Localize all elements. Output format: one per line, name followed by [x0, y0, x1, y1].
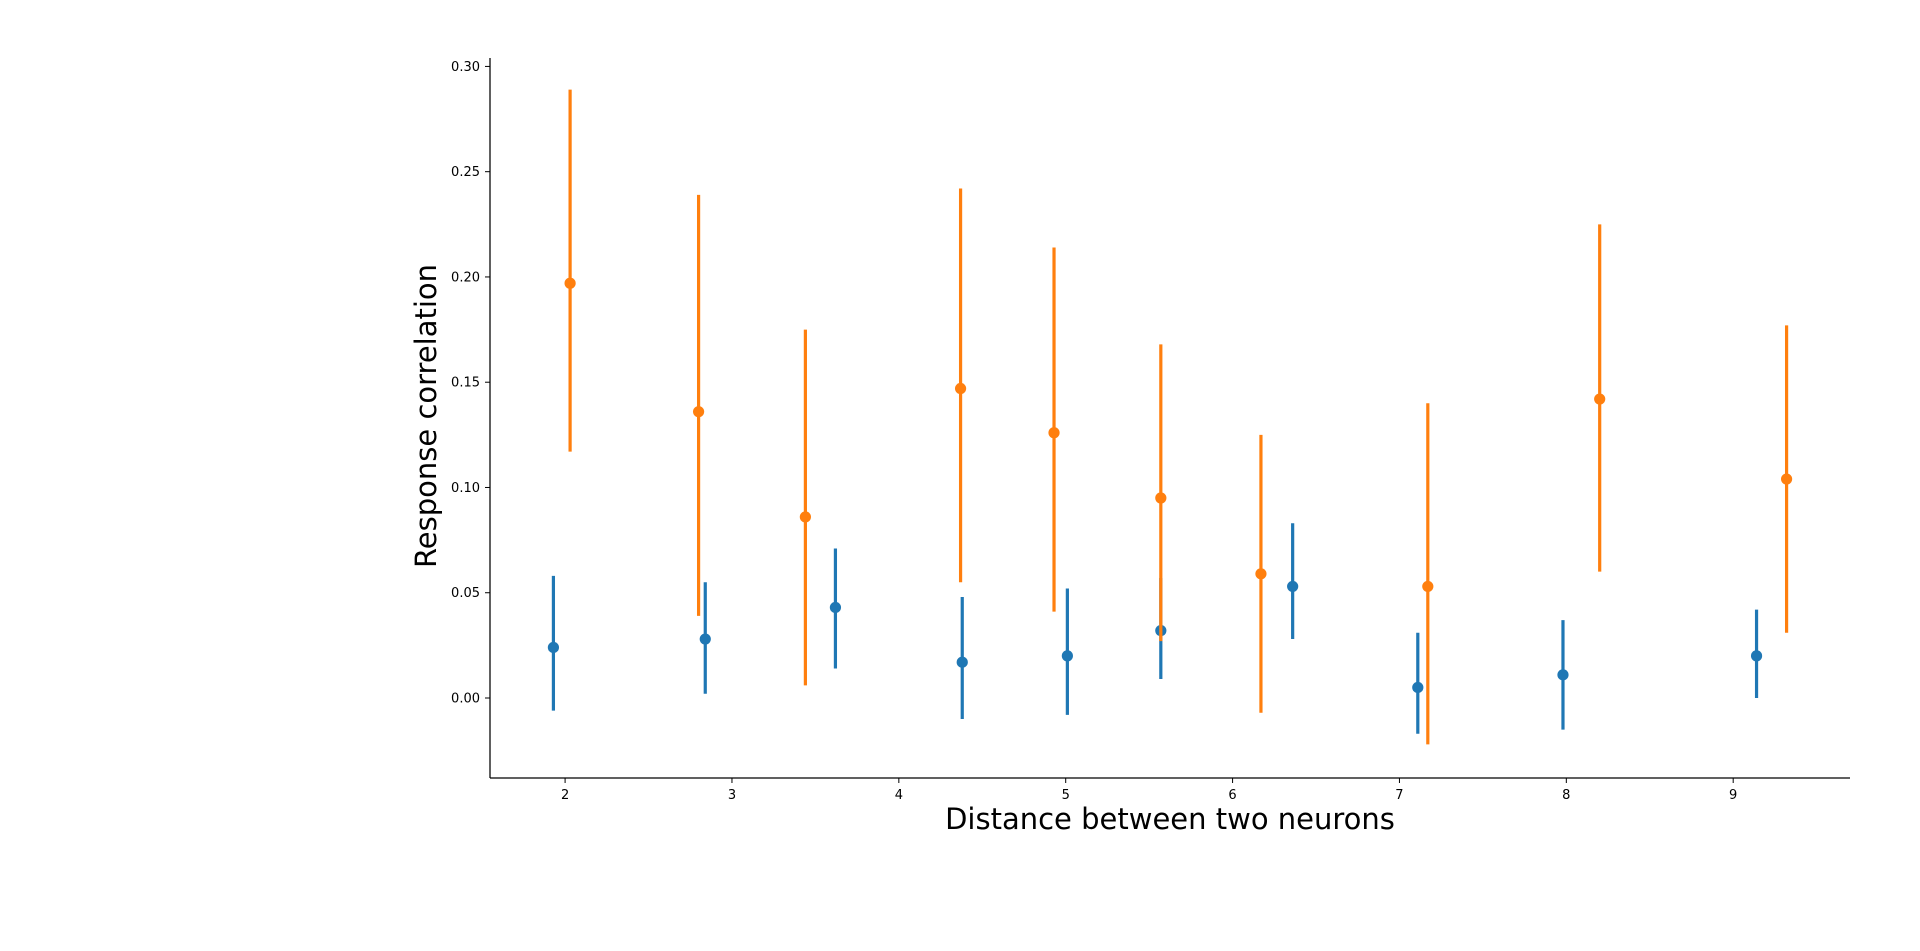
- y-axis-label: Response correlation: [409, 264, 443, 568]
- y-tick-label: 0.05: [451, 586, 480, 601]
- data-point: [799, 511, 811, 523]
- x-axis-label: Distance between two neurons: [945, 802, 1395, 836]
- y-tick-label: 0.20: [451, 270, 480, 285]
- x-tick-label: 3: [728, 788, 736, 803]
- data-point: [547, 641, 560, 654]
- x-tick-label: 7: [1395, 788, 1403, 803]
- x-tick-label: 2: [561, 788, 569, 803]
- data-point: [1750, 650, 1763, 662]
- y-ticks: 0.00 0.05 0.10 0.15 0.20 0.25 0.30: [451, 60, 490, 707]
- x-tick-label: 5: [1062, 788, 1070, 803]
- data-point: [956, 656, 968, 668]
- data-point: [564, 277, 576, 289]
- data-point: [1412, 681, 1424, 694]
- y-tick-label: 0.25: [451, 165, 480, 180]
- data-point: [1061, 650, 1073, 662]
- x-tick-label: 4: [895, 788, 903, 803]
- y-tick-label: 0.15: [451, 376, 480, 391]
- data-point: [1422, 580, 1434, 593]
- y-tick-label: 0.00: [451, 692, 480, 707]
- series-2: [564, 89, 1793, 745]
- data-point: [1048, 427, 1060, 439]
- data-point: [1557, 669, 1569, 681]
- data-point: [829, 601, 842, 614]
- y-tick-label: 0.30: [451, 60, 480, 75]
- data-point: [1780, 473, 1793, 485]
- series-1: [547, 523, 1763, 734]
- x-tick-label: 8: [1562, 788, 1570, 803]
- data-point: [692, 406, 705, 418]
- y-tick-label: 0.10: [451, 481, 480, 496]
- data-point: [954, 382, 967, 395]
- data-point: [1594, 393, 1606, 405]
- x-tick-label: 6: [1228, 788, 1236, 803]
- data-point: [1155, 492, 1167, 504]
- data-point: [1287, 580, 1299, 593]
- x-ticks: 2 3 4 5 6 7 8 9: [561, 778, 1737, 803]
- data-point: [699, 633, 711, 645]
- data-point: [1255, 568, 1267, 580]
- plot-area: [547, 89, 1793, 745]
- x-tick-label: 9: [1729, 788, 1737, 803]
